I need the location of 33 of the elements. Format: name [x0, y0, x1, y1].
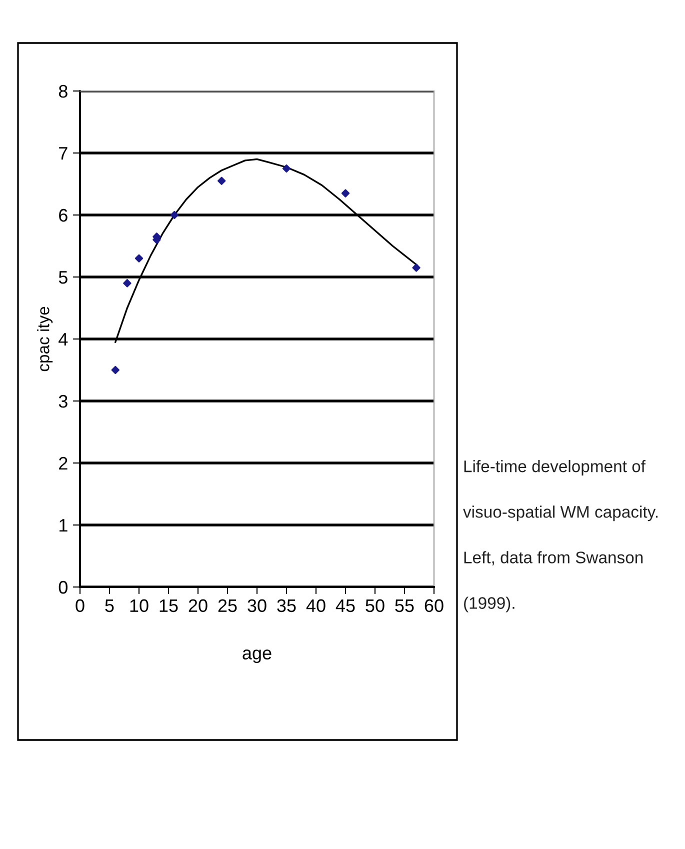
point: [134, 254, 144, 262]
y-axis-title: cpac itye: [37, 306, 53, 372]
y-tick-label: 6: [59, 208, 68, 222]
y-tick-label: 5: [58, 271, 68, 284]
point: [218, 176, 226, 185]
x-tick-label: 55: [395, 599, 414, 612]
point: [412, 264, 420, 272]
x-tick-label: 20: [188, 599, 208, 612]
x-tick-label: 15: [160, 599, 178, 612]
x-tick-label: 35: [277, 599, 296, 612]
x-tick-label: 25: [218, 599, 237, 612]
x-tick-label: 45: [336, 599, 355, 612]
y-tick-label: 2: [59, 456, 68, 470]
x-tick-label: 30: [248, 599, 266, 612]
point: [170, 210, 178, 220]
x-tick-label: 0: [76, 599, 84, 612]
y-tick-label: 4: [58, 333, 68, 346]
x-tick-label: 5: [105, 599, 114, 612]
x-tick-label: 60: [424, 599, 444, 612]
y-tick-label: 8: [58, 84, 68, 98]
y-tick-label: 3: [58, 394, 68, 408]
point: [341, 189, 350, 198]
x-tick-label: 50: [366, 599, 384, 612]
y-tick-label: 7: [59, 147, 68, 160]
x-axis-title: age: [242, 650, 272, 664]
y-tick-label: 1: [60, 519, 68, 532]
x-tick-label: 10: [130, 599, 148, 612]
x-tick-label: 40: [306, 599, 326, 612]
point: [123, 279, 132, 288]
point: [282, 164, 291, 173]
text: Life-time development of visuo-spatial WM capacity. Left, data from Swanson (1999).: [463, 460, 658, 612]
point: [111, 366, 120, 374]
y-tick-label: 0: [58, 580, 68, 594]
